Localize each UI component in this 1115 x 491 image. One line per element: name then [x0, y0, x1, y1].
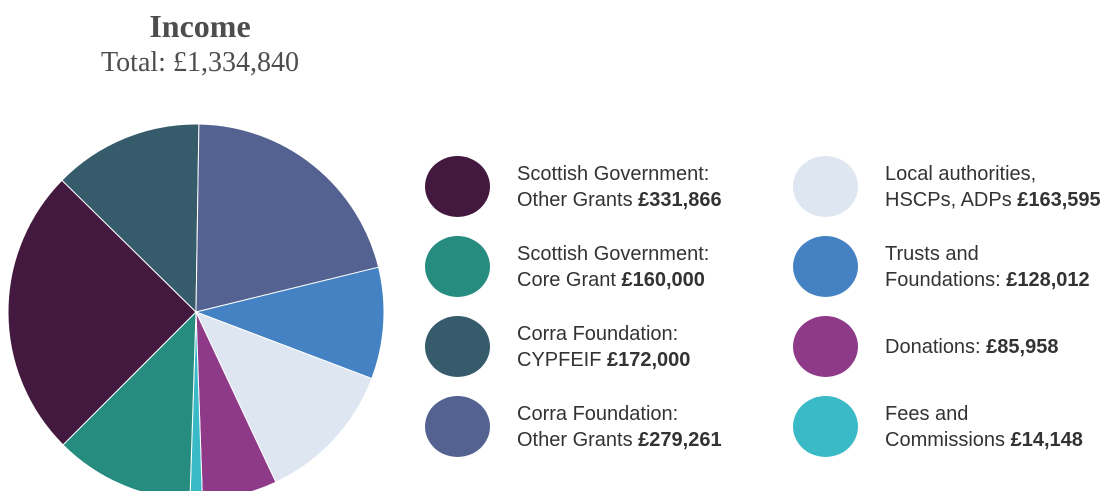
legend-label-line: Scottish Government: [517, 242, 710, 265]
legend-label: Scottish Government: Core Grant £160,000 [517, 241, 709, 293]
pie-slice [194, 266, 385, 380]
legend-amount: £128,012 [1000, 268, 1090, 291]
pie-slice [62, 310, 197, 491]
legend-label: Corra Foundation: CYPFEIF £172,000 [517, 321, 690, 373]
pie-slice [195, 123, 380, 313]
legend-amount: £172,000 [601, 348, 691, 371]
legend-label-line: Other Grants £331,866 [517, 187, 722, 213]
legend-label-text: Other Grants [517, 428, 633, 451]
legend-label-text: Core Grant [517, 268, 616, 291]
legend-item: Scottish Government: Core Grant £160,000 [425, 236, 709, 297]
legend-label-line: Local authorities, [885, 162, 1037, 185]
legend-item: Local authorities, HSCPs, ADPs £163,595 [793, 156, 1101, 217]
legend-amount: £331,866 [632, 188, 722, 211]
legend-swatch [425, 156, 490, 217]
legend-label-line: Corra Foundation: [517, 322, 679, 345]
legend-label: Fees and Commissions £14,148 [885, 401, 1083, 453]
legend-swatch [793, 236, 858, 297]
legend-label-line: Trusts and [885, 242, 979, 265]
legend-label-line: CYPFEIF £172,000 [517, 347, 690, 373]
legend-label-text: Commissions [885, 428, 1006, 451]
legend-item: Trusts and Foundations: £128,012 [793, 236, 1090, 297]
legend-amount: £85,958 [980, 335, 1059, 358]
legend-label: Trusts and Foundations: £128,012 [885, 241, 1090, 293]
legend-label: Corra Foundation: Other Grants £279,261 [517, 401, 722, 453]
legend-amount: £279,261 [632, 428, 722, 451]
legend-amount: £160,000 [615, 268, 705, 291]
legend-swatch [793, 316, 858, 377]
legend-label: Donations: £85,958 [885, 334, 1058, 360]
legend-label-line: Corra Foundation: [517, 402, 679, 425]
legend-label-line: Donations: £85,958 [885, 334, 1058, 360]
legend-label-text: Foundations: [885, 268, 1001, 291]
pie-slice [7, 179, 197, 446]
legend-label-text: Other Grants [517, 188, 633, 211]
legend-label-line: Commissions £14,148 [885, 427, 1083, 453]
legend-item: Donations: £85,958 [793, 316, 1058, 377]
pie-slice [195, 311, 277, 491]
legend-label-line: Other Grants £279,261 [517, 427, 722, 453]
pie-slice [61, 123, 200, 314]
chart-header: Income Total: £1,334,840 [60, 6, 340, 80]
legend-item: Fees and Commissions £14,148 [793, 396, 1083, 457]
legend-amount: £163,595 [1011, 188, 1101, 211]
legend-label-line: Fees and [885, 402, 969, 425]
legend-swatch [425, 316, 490, 377]
legend-label-line: Core Grant £160,000 [517, 267, 709, 293]
legend-swatch [425, 396, 490, 457]
legend-swatch [425, 236, 490, 297]
legend-label-text: CYPFEIF [517, 348, 602, 371]
legend-label: Scottish Government: Other Grants £331,86… [517, 161, 722, 213]
legend-swatch [793, 156, 858, 217]
legend-label-line: Scottish Government: [517, 162, 710, 185]
legend-label-text: HSCPs, ADPs [885, 188, 1012, 211]
legend-amount: £14,148 [1005, 428, 1083, 451]
pie-slice [189, 311, 203, 491]
legend-item: Corra Foundation: CYPFEIF £172,000 [425, 316, 690, 377]
pie-slice [195, 311, 373, 483]
chart-subtitle: Total: £1,334,840 [101, 47, 299, 78]
pie-chart [7, 123, 385, 491]
legend-swatch [793, 396, 858, 457]
legend-label-line: HSCPs, ADPs £163,595 [885, 187, 1101, 213]
legend-item: Corra Foundation: Other Grants £279,261 [425, 396, 722, 457]
legend-item: Scottish Government: Other Grants £331,86… [425, 156, 722, 217]
legend-label-line: Foundations: £128,012 [885, 267, 1090, 293]
legend-label-text: Donations: [885, 335, 981, 358]
chart-title: Income [149, 8, 251, 44]
legend-label: Local authorities, HSCPs, ADPs £163,595 [885, 161, 1101, 213]
